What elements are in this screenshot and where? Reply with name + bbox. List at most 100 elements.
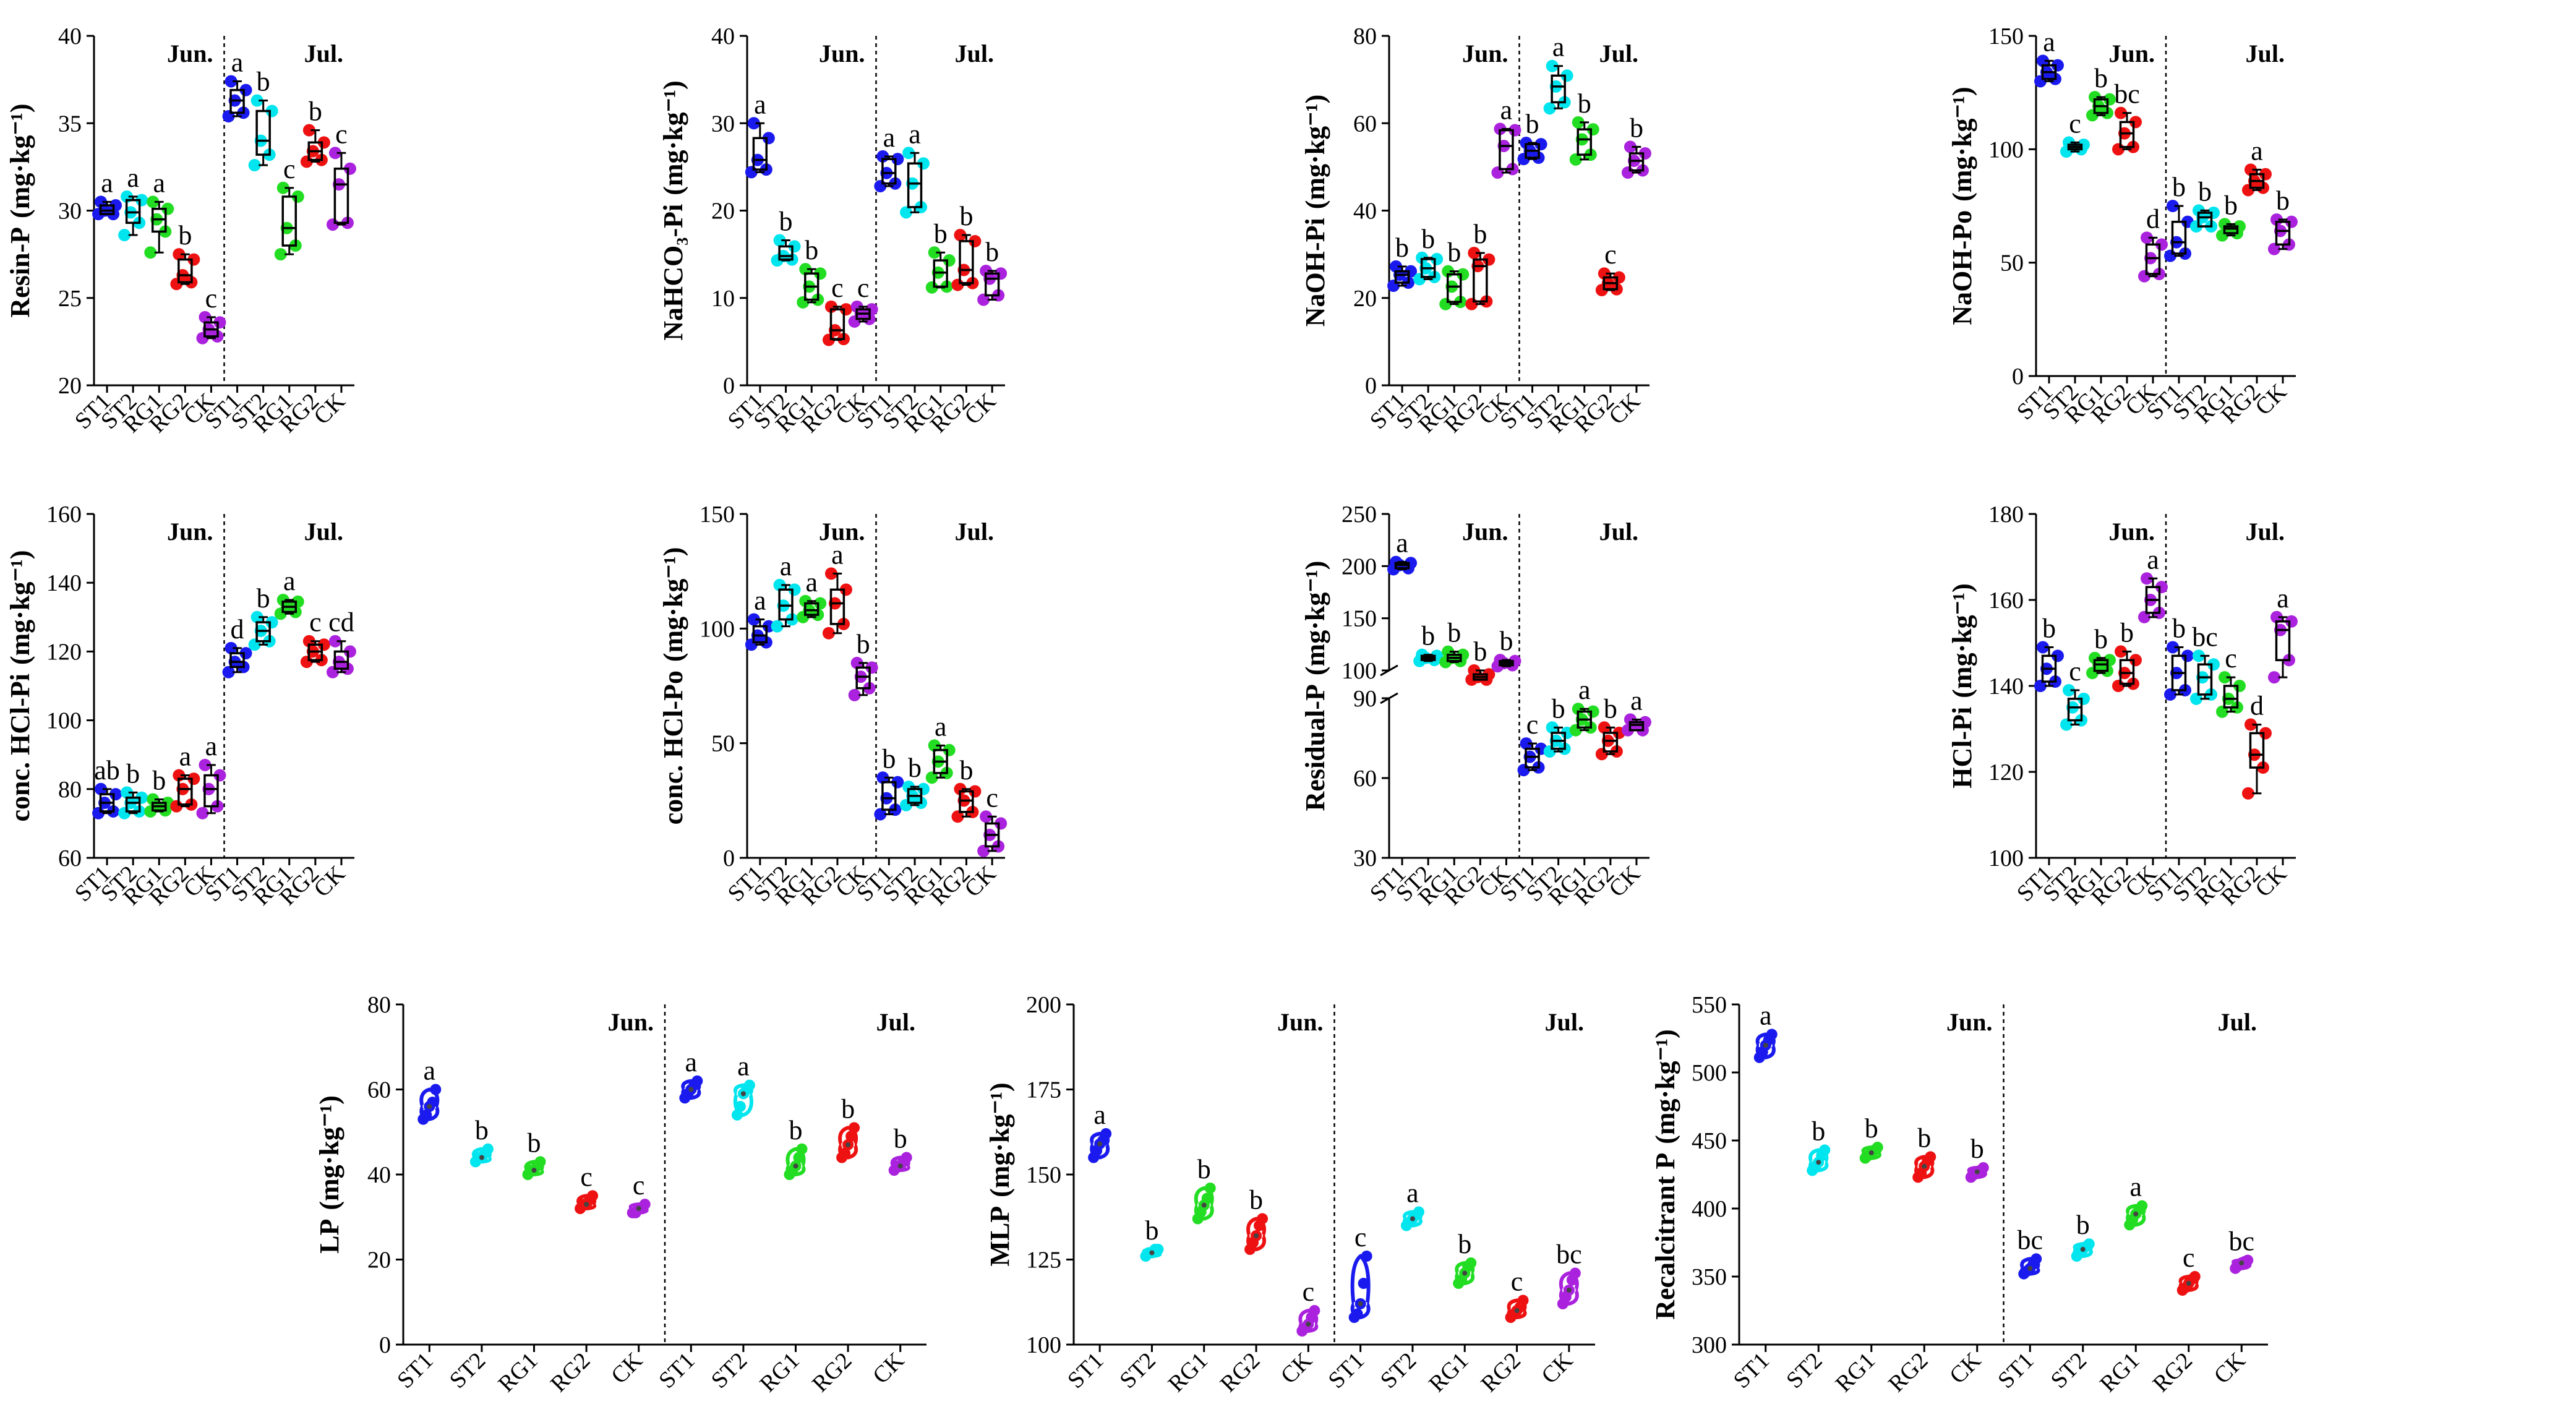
y-tick-label: 20 — [367, 1247, 391, 1273]
significance-letter: b — [1971, 1134, 1984, 1164]
box — [333, 167, 349, 225]
data-point — [773, 234, 786, 247]
y-label-unit: (mg·kg⁻¹) — [1947, 583, 1977, 698]
significance-letter: b — [1473, 219, 1487, 249]
significance-letter: b — [2042, 613, 2056, 643]
significance-letter: bc — [2228, 1226, 2254, 1257]
significance-letter: c — [2183, 1243, 2195, 1273]
significance-letter: b — [908, 753, 922, 783]
x-tick-label: CK — [959, 860, 1001, 902]
y-tick-label: 250 — [1341, 502, 1377, 528]
significance-letter: a — [179, 742, 192, 772]
box — [2067, 698, 2083, 722]
x-tick-label: CK — [2209, 1347, 2251, 1389]
data-point — [199, 758, 212, 771]
data-point — [118, 229, 131, 242]
data-point — [839, 1147, 851, 1159]
significance-letter: a — [1406, 1178, 1419, 1209]
y-tick-label: 40 — [367, 1162, 391, 1188]
data-point — [2136, 1200, 2148, 1212]
x-tick-label: CK — [1604, 860, 1645, 902]
significance-letter: b — [1604, 693, 1617, 724]
period-label-jul: Jul. — [1545, 1008, 1584, 1036]
significance-letter: b — [1630, 113, 1643, 143]
x-tick-label: ST1 — [654, 1348, 700, 1394]
y-tick-label: 80 — [58, 777, 82, 803]
box — [178, 258, 193, 284]
x-tick-label: RG2 — [2148, 1348, 2197, 1397]
significance-letter: c — [1511, 1267, 1523, 1297]
data-point — [1494, 122, 1507, 135]
period-label-jul: Jul. — [876, 1008, 915, 1036]
x-tick-label: ST2 — [1376, 1348, 1422, 1394]
significance-letter: a — [2147, 544, 2159, 575]
x-tick-label: CK — [959, 388, 1001, 429]
data-point — [95, 782, 108, 795]
data-point — [274, 248, 287, 261]
significance-letter: c — [1526, 709, 1539, 740]
data-point — [199, 310, 212, 323]
median-dot — [793, 1163, 798, 1169]
significance-letter: a — [2043, 27, 2055, 57]
data-point — [196, 807, 209, 819]
box — [959, 790, 974, 813]
data-point — [928, 246, 941, 259]
significance-letter: b — [1473, 636, 1487, 667]
y-tick-label: 100 — [1988, 137, 2024, 163]
violin-shape — [1559, 1271, 1579, 1306]
y-tick-label: 200 — [1341, 554, 1377, 580]
significance-letter: a — [1093, 1100, 1106, 1130]
significance-letter: b — [1447, 238, 1461, 268]
y-tick-label: 60 — [58, 845, 82, 871]
significance-letter: b — [2172, 172, 2186, 202]
box — [2145, 243, 2161, 275]
data-point — [925, 771, 938, 784]
period-label-jun: Jun. — [608, 1008, 654, 1036]
y-tick-label: 35 — [58, 111, 82, 137]
y-tick-label: 125 — [1026, 1247, 1061, 1273]
data-point — [1465, 1257, 1477, 1269]
significance-letter: c — [335, 119, 348, 149]
significance-letter: b — [257, 583, 270, 614]
y-tick-label: 120 — [1988, 760, 2024, 785]
significance-letter: b — [1197, 1154, 1211, 1184]
x-tick-label: CK — [1276, 1347, 1317, 1389]
period-label-jun: Jun. — [1277, 1008, 1324, 1036]
y-axis-label: NaHCO₃-Pi (mg·kg⁻¹) — [658, 80, 688, 340]
data-point — [796, 1143, 808, 1155]
significance-letter: c — [2069, 108, 2081, 139]
period-label-jun: Jun. — [167, 518, 213, 546]
data-point — [2037, 641, 2049, 654]
data-point — [901, 1152, 912, 1163]
median-dot — [1566, 1288, 1572, 1293]
x-tick-label: RG2 — [1215, 1348, 1265, 1397]
y-tick-label: 150 — [700, 502, 735, 528]
data-point — [2138, 610, 2150, 623]
data-point — [1925, 1151, 1936, 1163]
median-dot — [1358, 1301, 1363, 1306]
significance-letter: cd — [328, 607, 354, 638]
y-label-unit: (mg·kg⁻¹) — [314, 1095, 344, 1210]
y-tick-label: 150 — [1026, 1162, 1061, 1188]
data-point — [1766, 1029, 1778, 1040]
significance-letter: b — [178, 220, 192, 250]
data-point — [639, 1199, 651, 1210]
y-axis-label: Resin-P (mg·kg⁻¹) — [5, 103, 35, 317]
significance-letter: b — [2094, 624, 2108, 654]
y-tick-label: 120 — [46, 639, 82, 665]
data-point — [587, 1190, 599, 1202]
data-point — [2193, 649, 2205, 662]
significance-letter: b — [475, 1115, 489, 1145]
box — [778, 588, 794, 621]
data-point — [2167, 641, 2179, 654]
significance-letter: b — [2172, 613, 2186, 643]
y-tick-label: 0 — [2012, 364, 2024, 390]
data-point — [1819, 1144, 1831, 1156]
significance-letter: b — [857, 629, 870, 659]
box — [1499, 129, 1514, 171]
median-dot — [1410, 1216, 1415, 1222]
